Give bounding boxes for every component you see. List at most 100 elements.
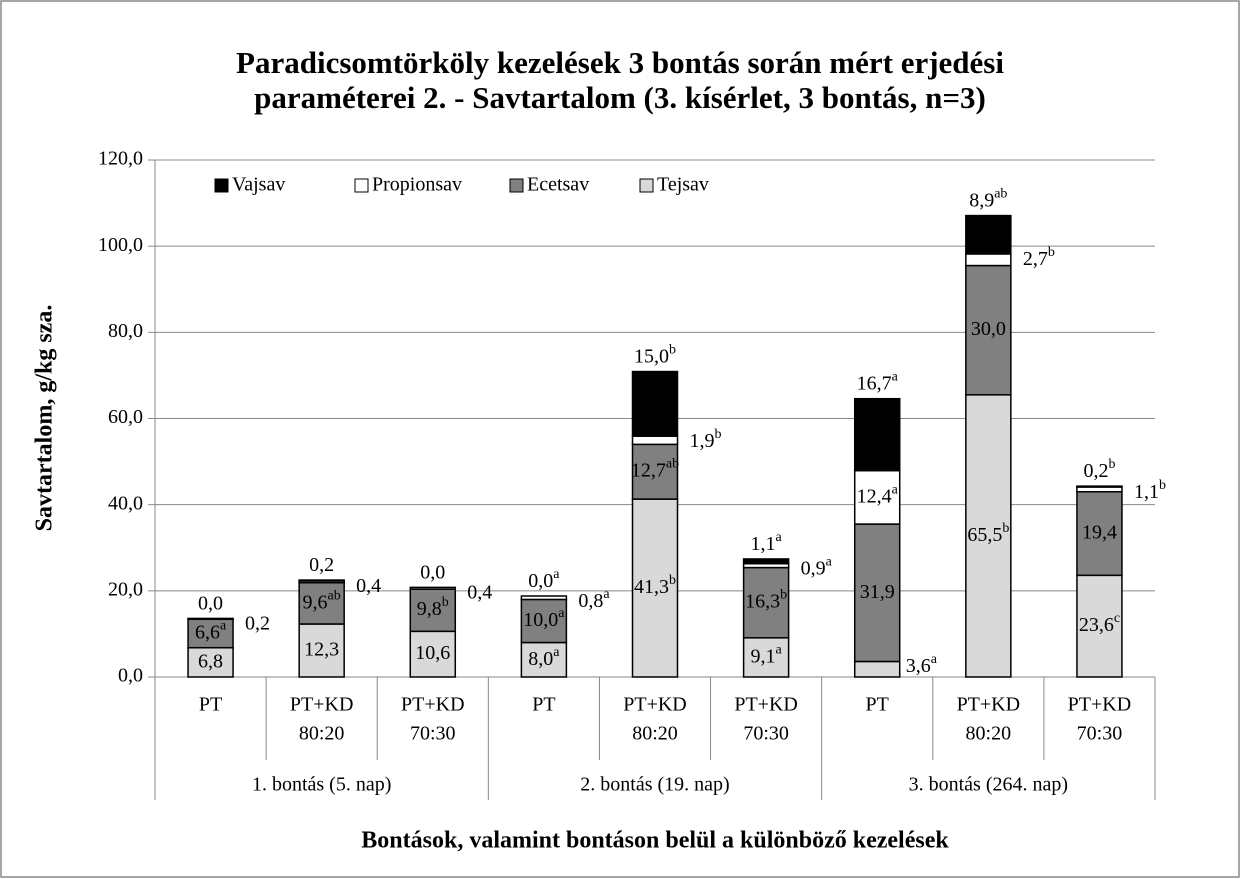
data-label-value: 23,6 xyxy=(1079,614,1114,636)
data-label: 16,7a xyxy=(857,369,899,394)
x-tick-label: PT+KD xyxy=(623,694,687,716)
bar-segment xyxy=(853,397,901,472)
legend-label: Propionsav xyxy=(372,174,462,196)
data-label-sup: a xyxy=(553,644,560,659)
y-tick-label: 100,0 xyxy=(98,234,143,256)
legend-swatch xyxy=(509,178,524,193)
data-label-value: 0,2 xyxy=(309,554,334,576)
data-label-sup: b xyxy=(715,427,722,442)
group-label: 3. bontás (264. nap) xyxy=(909,774,1068,796)
data-label: 3,6a xyxy=(906,652,938,677)
data-label: 6,8 xyxy=(198,650,223,672)
data-label-value: 1,9 xyxy=(690,430,715,452)
data-label: 65,5b xyxy=(967,521,1009,546)
data-label: 8,9ab xyxy=(969,186,1007,211)
data-label-sup: a xyxy=(220,618,227,633)
bar-segment xyxy=(965,253,1012,267)
bar-segment xyxy=(965,214,1012,255)
data-label-value: 0,2 xyxy=(245,612,270,634)
data-label-value: 1,1 xyxy=(751,533,776,555)
data-label-sup: b xyxy=(780,587,787,602)
x-tick-label: 70:30 xyxy=(743,723,789,745)
data-label-value: 9,6 xyxy=(303,591,328,613)
data-label-sup: a xyxy=(776,642,783,657)
data-label-sup: a xyxy=(892,369,899,384)
data-label-sup: b xyxy=(1048,245,1055,260)
data-label-value: 65,5 xyxy=(967,523,1002,545)
data-label: 23,6c xyxy=(1079,611,1120,636)
data-label-value: 12,3 xyxy=(304,638,339,660)
data-label-sup: a xyxy=(558,606,565,621)
data-label-value: 19,4 xyxy=(1082,521,1117,543)
data-label-value: 10,0 xyxy=(523,609,558,631)
data-label-value: 10,6 xyxy=(415,642,450,664)
x-tick-label: 70:30 xyxy=(1077,723,1123,745)
y-tick-label: 40,0 xyxy=(108,492,143,514)
data-label-sup: b xyxy=(669,342,676,357)
x-tick-label: PT+KD xyxy=(401,694,465,716)
data-label-sup: ab xyxy=(328,588,341,603)
data-label-sup: a xyxy=(603,587,610,602)
bar-segment xyxy=(631,443,679,500)
data-label-value: 0,0 xyxy=(198,592,223,614)
data-label: 2,7b xyxy=(1023,245,1055,270)
data-label: 6,6a xyxy=(195,618,227,643)
x-tick-label: PT+KD xyxy=(290,694,354,716)
x-tick-label: PT+KD xyxy=(1068,694,1132,716)
data-label-value: 15,0 xyxy=(634,345,669,367)
legend-label: Ecetsav xyxy=(527,174,589,196)
data-label: 0,2 xyxy=(245,612,270,634)
chart-title-line: Paradicsomtörköly kezelések 3 bontás sor… xyxy=(236,45,1004,80)
data-label-sup: a xyxy=(826,554,833,569)
data-label-sup: b xyxy=(442,595,449,610)
data-label-value: 0,0 xyxy=(528,570,553,592)
data-label-sup: b xyxy=(1002,521,1009,536)
data-label-sup: a xyxy=(931,652,938,667)
bar-segment xyxy=(1076,574,1123,678)
x-tick-label: 80:20 xyxy=(632,723,678,745)
data-label: 0,0a xyxy=(528,567,560,592)
data-label-sup: ab xyxy=(666,456,679,471)
bar-segment xyxy=(631,435,679,446)
bar-segment xyxy=(187,617,234,621)
data-label-value: 16,7 xyxy=(857,372,892,394)
data-label: 9,6ab xyxy=(303,588,341,613)
bar-segment xyxy=(187,618,234,649)
y-tick-label: 80,0 xyxy=(108,320,143,342)
data-label: 31,9 xyxy=(860,580,895,602)
data-label: 12,7ab xyxy=(631,456,679,481)
data-label: 0,9a xyxy=(801,554,833,579)
data-label: 0,0 xyxy=(420,561,445,583)
legend-swatch xyxy=(214,178,229,193)
data-label-value: 9,1 xyxy=(751,645,776,667)
legend-label: Tejsav xyxy=(657,174,709,196)
data-label: 30,0 xyxy=(971,318,1006,340)
data-label-value: 31,9 xyxy=(860,580,895,602)
bar-segment xyxy=(1076,490,1123,577)
group-label: 1. bontás (5. nap) xyxy=(252,774,391,796)
data-label-value: 1,1 xyxy=(1134,481,1159,503)
data-label-value: 0,4 xyxy=(467,581,492,603)
x-tick-label: PT xyxy=(199,694,222,716)
data-label-value: 6,6 xyxy=(195,621,220,643)
y-tick-label: 20,0 xyxy=(108,578,143,600)
data-label-value: 3,6 xyxy=(906,655,931,677)
bar-segment xyxy=(742,637,790,678)
x-tick-label: PT xyxy=(866,694,889,716)
data-label: 1,1b xyxy=(1134,478,1166,503)
data-label-value: 8,0 xyxy=(528,647,553,669)
data-label-value: 16,3 xyxy=(745,590,780,612)
data-label: 19,4 xyxy=(1082,521,1117,543)
bar-segment xyxy=(298,579,345,582)
data-label: 8,0a xyxy=(528,644,560,669)
data-label: 16,3b xyxy=(745,587,787,612)
data-label: 9,8b xyxy=(417,595,449,620)
data-label-sup: ab xyxy=(994,186,1007,201)
y-tick-label: 60,0 xyxy=(108,406,143,428)
bar-segment xyxy=(631,370,679,437)
data-label-value: 6,8 xyxy=(198,650,223,672)
data-label-value: 12,4 xyxy=(857,485,892,507)
y-tick-label: 120,0 xyxy=(98,148,143,170)
